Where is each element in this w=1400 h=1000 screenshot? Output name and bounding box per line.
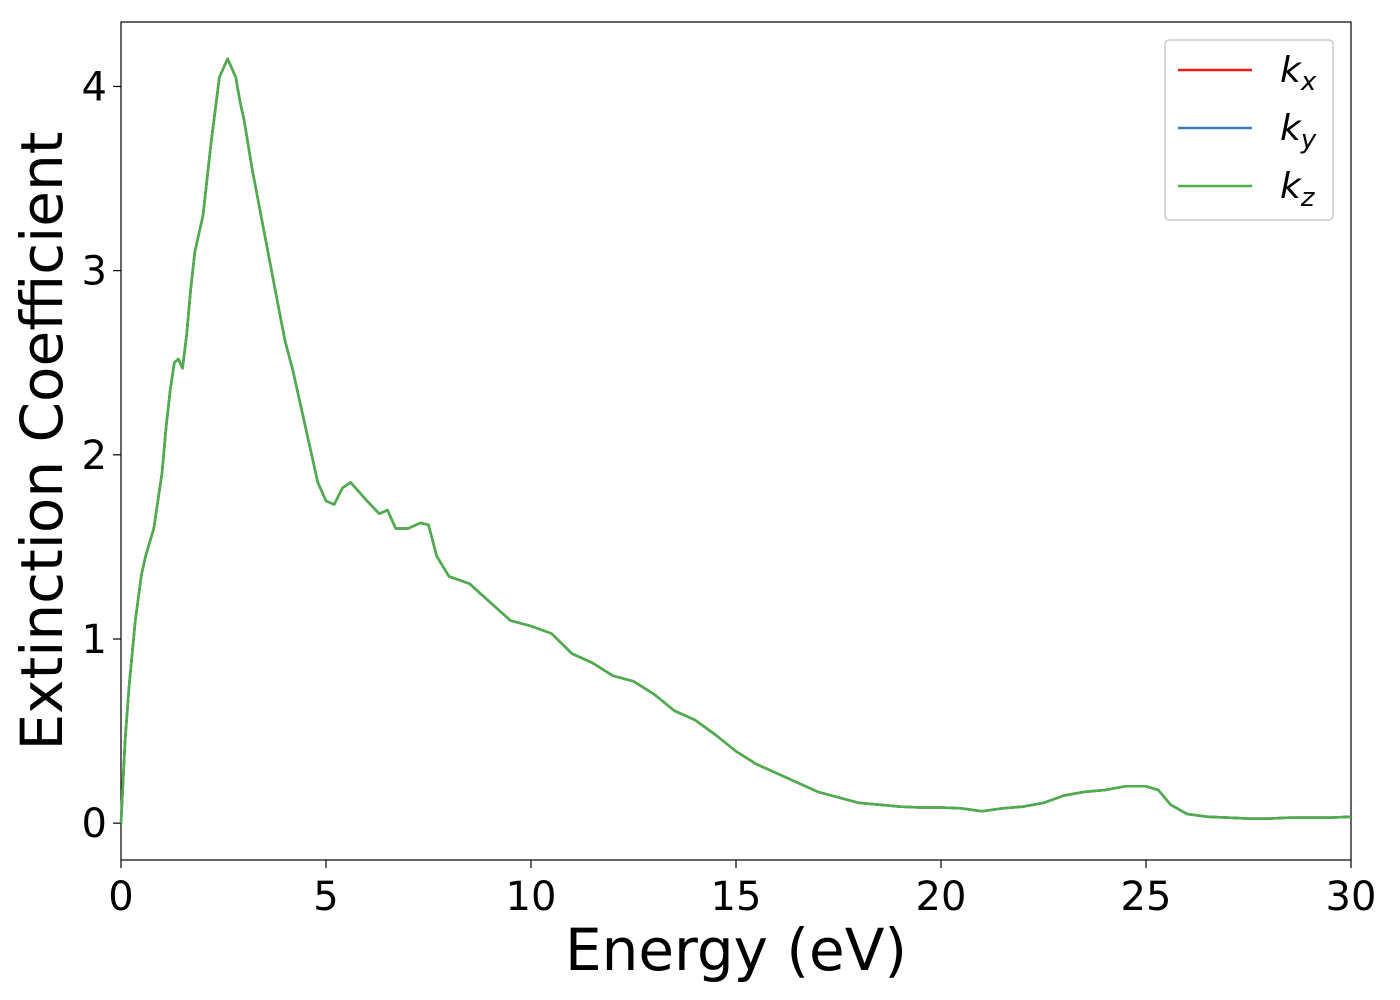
y-tick-label: 0 [82, 801, 107, 847]
series-line-z [119, 57, 1352, 824]
legend-label-y: ky [1280, 108, 1317, 155]
x-tick-label: 25 [1121, 874, 1172, 920]
series-lines [119, 57, 1352, 824]
x-tick-label: 5 [313, 874, 338, 920]
legend-label-z: kz [1280, 166, 1316, 213]
legend-box [1164, 39, 1334, 221]
legend: kx ky kz [1164, 39, 1334, 221]
x-tick-label: 30 [1326, 874, 1377, 920]
x-axis-label: Energy (eV) [565, 916, 907, 984]
y-tick-label: 3 [82, 249, 107, 295]
y-tick-label: 4 [82, 64, 107, 110]
y-axis-label: Extinction Coefficient [8, 132, 76, 751]
x-axis-ticks: 0 5 10 15 20 25 30 [108, 860, 1376, 920]
y-tick-label: 2 [82, 433, 107, 479]
y-tick-label: 1 [82, 617, 107, 663]
x-tick-label: 15 [711, 874, 762, 920]
plot-frame [120, 21, 1352, 861]
x-tick-label: 0 [108, 874, 133, 920]
x-tick-label: 10 [506, 874, 557, 920]
y-axis-ticks: 0 1 2 3 4 [82, 64, 121, 847]
legend-label-x: kx [1280, 50, 1317, 97]
x-tick-label: 20 [916, 874, 967, 920]
